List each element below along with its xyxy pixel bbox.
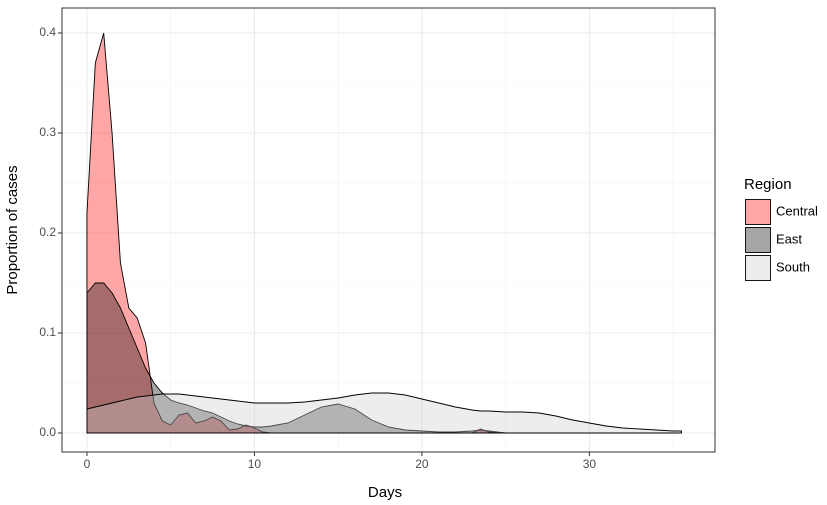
y-axis-label: Proportion of cases [4,165,21,294]
x-tick-label: 20 [415,457,429,471]
y-tick-label: 0.2 [39,225,56,239]
legend-key [745,199,771,225]
x-tick-label: 30 [583,457,597,471]
panel-border [61,7,716,453]
legend-title: Region [744,176,792,193]
legend-key [745,227,771,253]
legend-swatch [745,199,771,225]
legend-label: East [776,231,802,246]
legend-key [745,255,771,281]
y-tick-label: 0.4 [39,25,56,39]
y-tick-label: 0.3 [39,125,56,139]
legend-swatch [745,255,771,281]
legend-label: South [776,259,810,274]
plot-background [62,8,715,452]
density-area [86,282,506,434]
legend-swatch [745,227,771,253]
y-tick-label: 0.1 [39,325,56,339]
x-axis-label: Days [368,484,402,501]
y-tick-label: 0.0 [39,425,56,439]
density-area [86,392,682,434]
x-tick-label: 0 [84,457,91,471]
x-tick-label: 10 [248,457,262,471]
legend-label: Central [776,203,818,218]
